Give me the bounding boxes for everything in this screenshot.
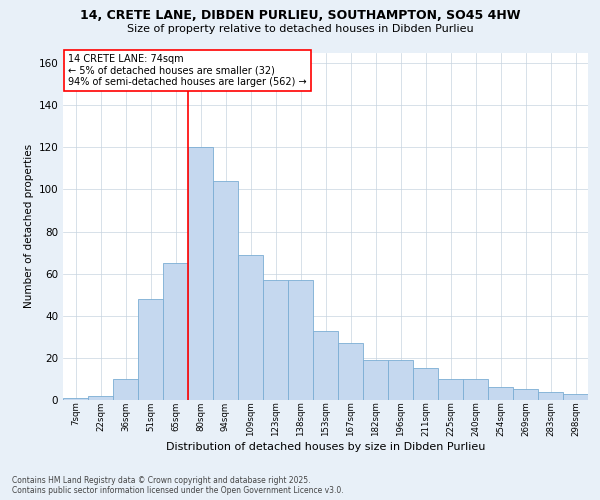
Bar: [388, 360, 413, 400]
Bar: [288, 280, 313, 400]
Bar: [88, 396, 113, 400]
Bar: [338, 343, 363, 400]
Text: Contains HM Land Registry data © Crown copyright and database right 2025.: Contains HM Land Registry data © Crown c…: [12, 476, 311, 485]
Text: Contains public sector information licensed under the Open Government Licence v3: Contains public sector information licen…: [12, 486, 344, 495]
Bar: [513, 390, 538, 400]
Bar: [438, 379, 463, 400]
Bar: [313, 330, 338, 400]
Y-axis label: Number of detached properties: Number of detached properties: [24, 144, 34, 308]
Bar: [188, 148, 213, 400]
Bar: [463, 379, 488, 400]
Bar: [413, 368, 438, 400]
Text: 14 CRETE LANE: 74sqm
← 5% of detached houses are smaller (32)
94% of semi-detach: 14 CRETE LANE: 74sqm ← 5% of detached ho…: [68, 54, 307, 88]
Bar: [163, 263, 188, 400]
Bar: [363, 360, 388, 400]
Bar: [563, 394, 588, 400]
Bar: [213, 181, 238, 400]
Text: Size of property relative to detached houses in Dibden Purlieu: Size of property relative to detached ho…: [127, 24, 473, 34]
Bar: [63, 398, 88, 400]
Bar: [113, 379, 138, 400]
Bar: [238, 254, 263, 400]
Text: 14, CRETE LANE, DIBDEN PURLIEU, SOUTHAMPTON, SO45 4HW: 14, CRETE LANE, DIBDEN PURLIEU, SOUTHAMP…: [80, 9, 520, 22]
Bar: [138, 299, 163, 400]
X-axis label: Distribution of detached houses by size in Dibden Purlieu: Distribution of detached houses by size …: [166, 442, 485, 452]
Bar: [538, 392, 563, 400]
Bar: [488, 388, 513, 400]
Bar: [263, 280, 288, 400]
